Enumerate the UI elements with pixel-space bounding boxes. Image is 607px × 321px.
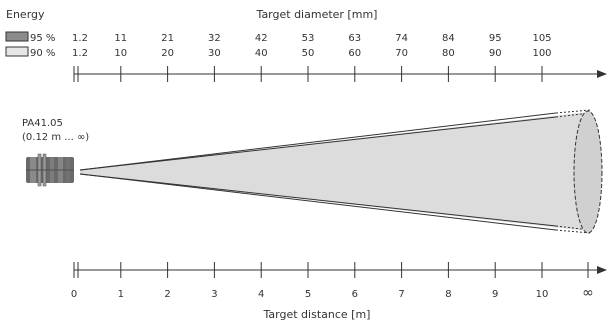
distance-label: 1 (118, 289, 124, 300)
distance-axis-arrow (597, 266, 607, 274)
diameter-95-label: 11 (114, 33, 127, 44)
diameter-90-label: 50 (302, 48, 315, 59)
diameter-axis: 1.2 11 21 32 42 53 63 74 84 95 105 1.2 10 20 30 40 50 60… (72, 33, 607, 82)
diameter-95-label: 63 (348, 33, 361, 44)
diameter-90-label: 10 (114, 48, 127, 59)
diameter-90-label: 100 (532, 48, 551, 59)
diameter-90-label: 30 (208, 48, 221, 59)
sensor-model: PA41.05 (22, 118, 63, 129)
diameter-95-label: 105 (532, 33, 551, 44)
diameter-95-label: 84 (442, 33, 455, 44)
diameter-95-label: 42 (255, 33, 268, 44)
distance-label: 6 (352, 289, 358, 300)
diameter-95-label: 1.2 (72, 33, 88, 44)
diameter-90-label: 90 (489, 48, 502, 59)
distance-label: 5 (305, 289, 311, 300)
bottom-axis-title: Target distance [m] (263, 308, 371, 321)
diameter-axis-arrow (597, 70, 607, 78)
diameter-95-label: 53 (302, 33, 315, 44)
diameter-95-label: 32 (208, 33, 221, 44)
top-axis-title: Target diameter [mm] (256, 8, 378, 21)
distance-label: 2 (164, 289, 170, 300)
beam-fill (80, 112, 588, 231)
legend-label-95: 95 % (30, 33, 55, 44)
diameter-90-label: 60 (348, 48, 361, 59)
distance-label: 9 (492, 289, 498, 300)
beam-end-ellipse (573, 110, 603, 234)
sensor-icon (26, 153, 74, 187)
sensor-range: (0.12 m ... ∞) (22, 132, 89, 143)
distance-label: 10 (536, 289, 549, 300)
distance-label: 0 (71, 289, 77, 300)
diameter-90-label: 80 (442, 48, 455, 59)
energy-label: Energy (6, 8, 45, 21)
distance-label: 7 (398, 289, 404, 300)
diameter-90-label: 70 (395, 48, 408, 59)
distance-label: ∞ (582, 285, 594, 301)
diameter-95-label: 95 (489, 33, 502, 44)
distance-label: 3 (211, 289, 217, 300)
diameter-90-label: 20 (161, 48, 174, 59)
diameter-90-label: 1.2 (72, 48, 88, 59)
beam-cone (79, 109, 603, 234)
distance-label: 8 (445, 289, 451, 300)
legend-label-90: 90 % (30, 48, 55, 59)
diameter-95-label: 21 (161, 33, 174, 44)
distance-label: 4 (258, 289, 264, 300)
diameter-90-label: 40 (255, 48, 268, 59)
diameter-95-label: 74 (395, 33, 408, 44)
distance-axis: 0 1 2 3 4 5 6 7 8 9 10 ∞ (71, 262, 607, 301)
legend-swatch-90 (5, 46, 29, 57)
legend-swatch-95 (5, 31, 29, 42)
